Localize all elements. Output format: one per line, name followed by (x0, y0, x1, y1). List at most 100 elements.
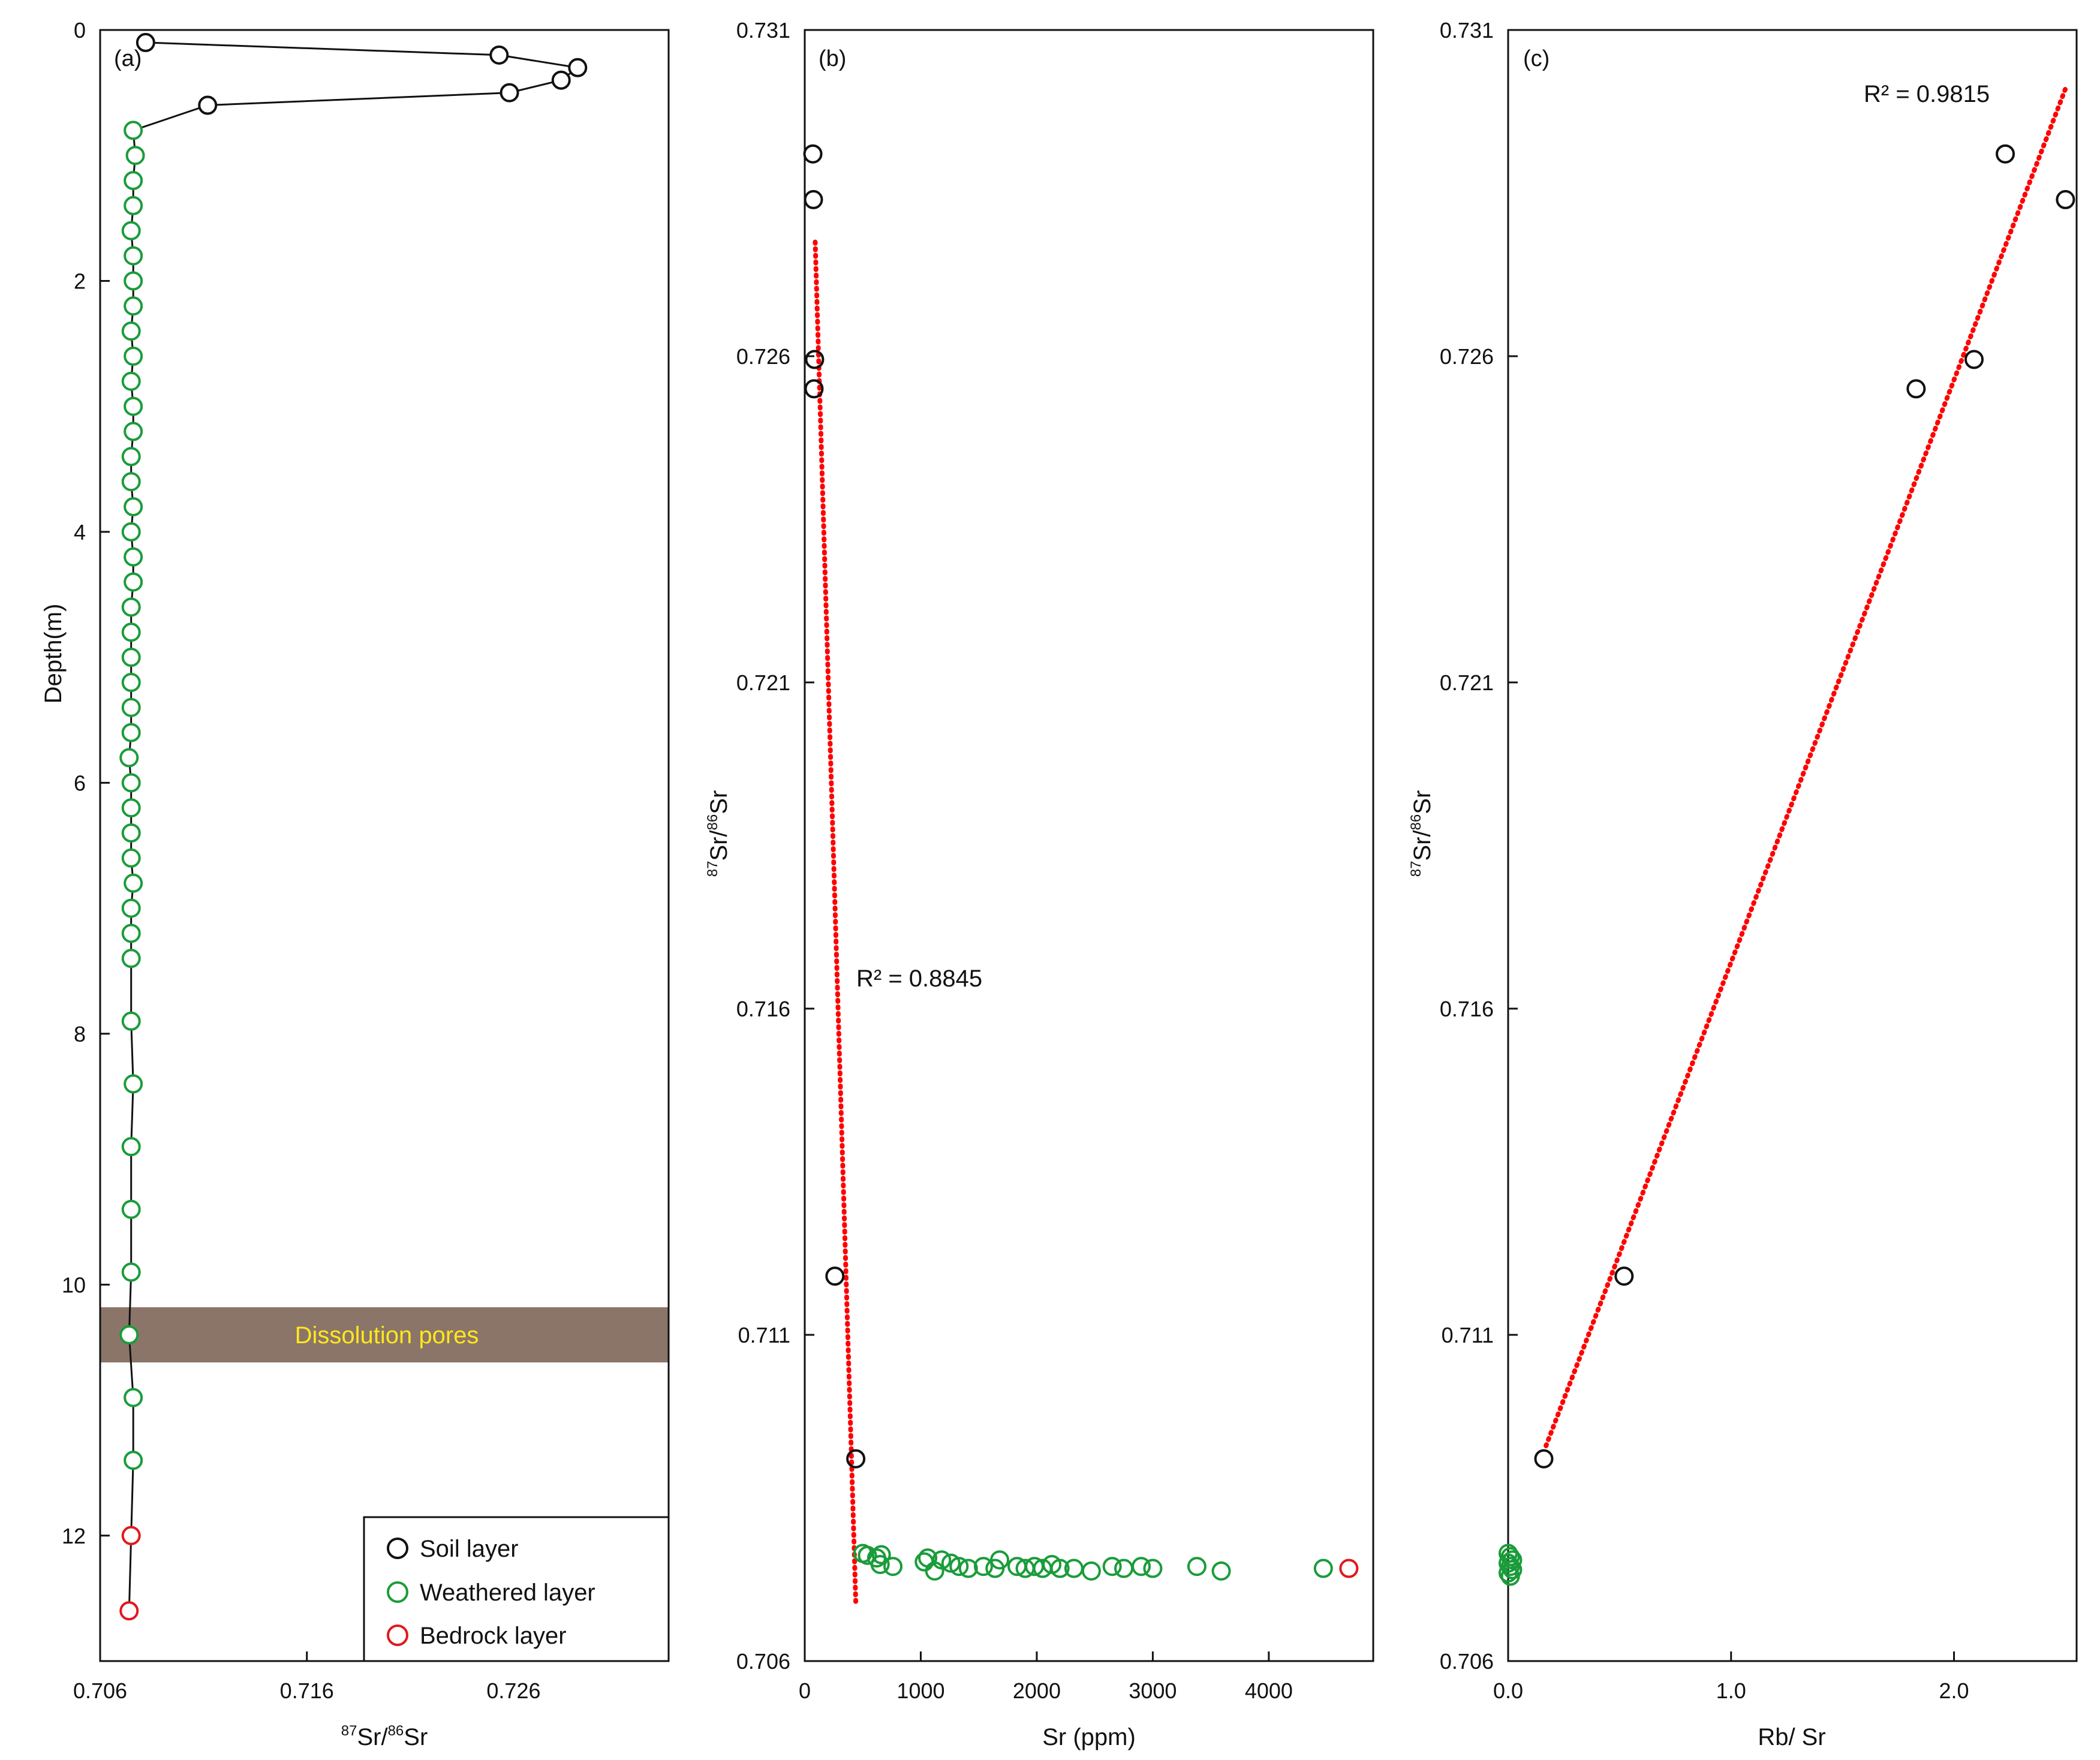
data-point (804, 379, 824, 399)
panel-b-axes: 0 1000 2000 3000 4000 0.706 0.711 0.716 0.721 0.7… (736, 18, 1293, 1703)
x-tick-label: 1.0 (1716, 1678, 1746, 1703)
data-point (121, 723, 141, 742)
data-point (124, 422, 143, 441)
data-point (124, 1451, 143, 1470)
legend-box (363, 1516, 670, 1662)
panel-a-x-axis-label: 87Sr/86Sr (341, 1723, 428, 1750)
x-tick-label: 0.706 (73, 1678, 127, 1703)
y-tick-label: 0.711 (1442, 1323, 1494, 1347)
data-point (124, 171, 143, 191)
panel-b-plot-frame (804, 29, 1374, 1662)
legend: Soil layer Weathered layer Bedrock layer (363, 1516, 670, 1662)
y-tick-label: 2 (74, 269, 86, 293)
data-point (124, 246, 143, 266)
data-point (1081, 1561, 1101, 1581)
y-tick-label: 0.731 (736, 18, 790, 43)
x-tick-label: 0.716 (280, 1678, 334, 1703)
trendline (813, 239, 859, 1605)
y-tick-label: 0.726 (736, 344, 790, 369)
data-point (124, 497, 143, 517)
y-tick-label: 10 (62, 1272, 86, 1297)
data-point (198, 95, 218, 115)
data-point (119, 748, 139, 768)
panel-c-marks (1499, 86, 2075, 1586)
y-tick-label: 0.706 (736, 1649, 790, 1674)
data-point (871, 1545, 891, 1565)
data-point (1211, 1561, 1231, 1581)
panel-a-depth-profile: Dissolution pores 0.706 0.716 0.726 0 2 4 6 8 10… (40, 18, 670, 1750)
legend-bedrock-marker (387, 1624, 408, 1646)
data-point (121, 1526, 141, 1545)
data-point (1132, 1557, 1151, 1577)
data-point (1996, 144, 2015, 164)
panel-b-sr-vs-ratio: 0 1000 2000 3000 4000 0.706 0.711 0.716 0.721 0.7… (705, 18, 1374, 1750)
panel-c-label: (c) (1523, 46, 1550, 71)
data-point (119, 1325, 139, 1344)
panel-b-label: (b) (819, 46, 846, 71)
data-point (568, 58, 588, 77)
data-point (124, 296, 143, 316)
data-point (1534, 1449, 1554, 1469)
data-point (1500, 1566, 1520, 1586)
data-point (124, 195, 143, 215)
data-point (121, 697, 141, 717)
data-point (124, 1388, 143, 1407)
data-point (1050, 1559, 1070, 1578)
data-point (1614, 1266, 1634, 1286)
x-tick-label: 2.0 (1939, 1678, 1969, 1703)
y-tick-label: 4 (74, 520, 86, 544)
data-point (941, 1553, 961, 1573)
legend-soil-marker (387, 1538, 408, 1559)
y-tick-label: 0.721 (736, 670, 790, 695)
panel-a-axes: 0.706 0.716 0.726 0 2 4 6 8 10 12 (62, 18, 541, 1703)
data-point (124, 547, 143, 567)
panel-c-rbsr-vs-ratio: 0.0 1.0 2.00.7060.7110.7160.7210.7260.731 … (1408, 18, 2078, 1750)
panel-b-x-axis-label: Sr (ppm) (1042, 1724, 1136, 1750)
data-point (121, 823, 141, 843)
panel-c-y-axis-label: 87Sr/86Sr (1408, 790, 1436, 877)
data-point (124, 873, 143, 893)
data-point (121, 1262, 141, 1282)
x-tick-label: 1000 (896, 1678, 944, 1703)
data-point (958, 1559, 978, 1578)
data-point (121, 472, 141, 492)
data-point (804, 189, 823, 209)
panel-a-y-axis-label: Depth(m) (40, 604, 67, 704)
y-tick-label: 8 (74, 1022, 86, 1046)
data-point (121, 321, 141, 341)
data-point (121, 522, 141, 541)
data-point (1499, 1563, 1518, 1583)
data-point (1114, 1559, 1134, 1578)
data-point (990, 1550, 1010, 1570)
y-tick-label: 0.731 (1440, 18, 1494, 43)
data-point (121, 773, 141, 793)
data-point (121, 673, 141, 692)
data-point (121, 1137, 141, 1157)
data-point (1143, 1559, 1163, 1578)
data-point (121, 1199, 141, 1219)
data-point (949, 1557, 969, 1577)
data-point (825, 1266, 845, 1286)
data-point (846, 1449, 866, 1469)
data-point (500, 83, 519, 103)
panel-a-label: (a) (114, 46, 142, 71)
data-point (124, 396, 143, 416)
data-point (121, 597, 141, 617)
data-point (121, 221, 141, 240)
panel-a-marks (119, 32, 588, 1621)
y-tick-label: 0.716 (1440, 997, 1494, 1021)
trendline (1544, 86, 2068, 1448)
data-point (489, 45, 509, 65)
data-point (121, 648, 141, 667)
panel-b-r2-label: R² = 0.8845 (856, 965, 982, 992)
y-tick-label: 0.726 (1440, 344, 1494, 369)
data-point (121, 1011, 141, 1031)
y-tick-label: 6 (74, 771, 86, 795)
data-point (803, 144, 823, 164)
legend-weathered-marker (387, 1581, 408, 1603)
data-point (932, 1550, 952, 1570)
x-tick-label: 3000 (1129, 1678, 1177, 1703)
y-tick-label: 0.716 (736, 997, 790, 1021)
legend-weathered-label: Weathered layer (420, 1580, 595, 1606)
